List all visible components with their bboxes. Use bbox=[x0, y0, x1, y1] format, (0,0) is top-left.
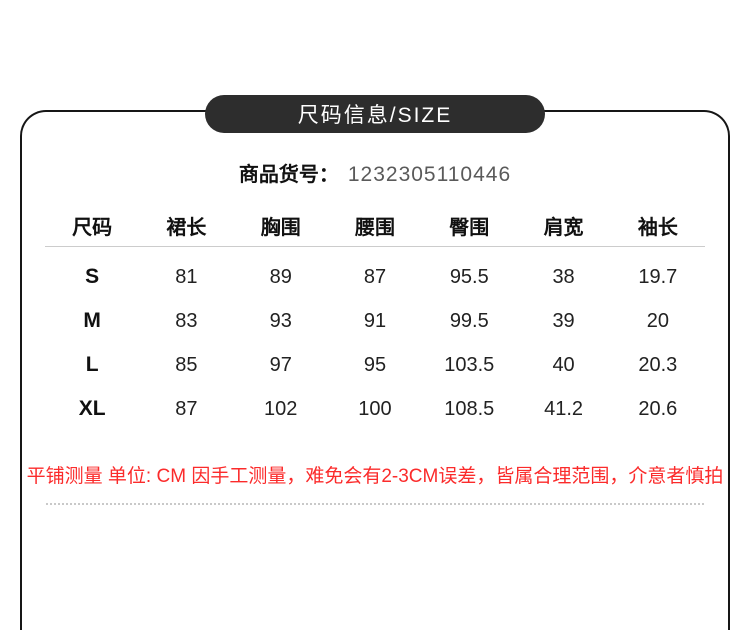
cell-skirt-length: 81 bbox=[175, 265, 198, 288]
table-row-m: M 83 93 91 99.5 39 20 bbox=[45, 299, 705, 343]
size-label: L bbox=[85, 353, 99, 376]
table-row-l: L 85 97 95 103.5 40 20.3 bbox=[45, 343, 705, 387]
cell-sleeve: 20 bbox=[646, 309, 669, 332]
product-number-label: 商品货号： bbox=[238, 164, 339, 186]
cell-waist: 91 bbox=[363, 309, 387, 332]
cell-bust: 89 bbox=[269, 265, 292, 288]
size-table-header: 尺码 裙长 胸围 腰围 臀围 肩宽 袖长 bbox=[45, 204, 705, 246]
dotted-divider bbox=[46, 503, 704, 505]
column-header-sleeve: 袖长 bbox=[637, 216, 678, 239]
column-header-shoulder: 肩宽 bbox=[543, 216, 584, 239]
table-row-s: S 81 89 87 95.5 38 19.7 bbox=[45, 255, 705, 299]
cell-skirt-length: 83 bbox=[175, 309, 198, 332]
cell-waist: 100 bbox=[358, 397, 392, 420]
cell-sleeve: 20.6 bbox=[638, 397, 678, 420]
cell-shoulder: 39 bbox=[552, 309, 575, 332]
product-number-line: 商品货号： 1232305110446 bbox=[0, 158, 750, 187]
size-label: S bbox=[85, 265, 100, 288]
table-row-xl: XL 87 102 100 108.5 41.2 20.6 bbox=[45, 387, 705, 431]
cell-bust: 93 bbox=[269, 309, 292, 332]
cell-shoulder: 40 bbox=[552, 353, 575, 376]
cell-hip: 108.5 bbox=[444, 397, 495, 420]
cell-waist: 87 bbox=[363, 265, 387, 288]
product-number-value: 1232305110446 bbox=[347, 163, 512, 186]
column-header-bust: 胸围 bbox=[260, 216, 301, 239]
size-table: 尺码 裙长 胸围 腰围 臀围 肩宽 袖长 S 81 89 87 95.5 38 … bbox=[45, 204, 705, 431]
size-info-banner-title: 尺码信息/SIZE bbox=[297, 104, 453, 127]
header-separator-line bbox=[45, 246, 705, 247]
cell-skirt-length: 85 bbox=[175, 353, 198, 376]
size-info-banner: 尺码信息/SIZE bbox=[205, 95, 545, 133]
cell-hip: 95.5 bbox=[449, 265, 489, 288]
column-header-skirt-length: 裙长 bbox=[166, 216, 207, 239]
cell-waist: 95 bbox=[363, 353, 387, 376]
size-label: M bbox=[83, 309, 101, 332]
cell-sleeve: 20.3 bbox=[638, 353, 678, 376]
size-label: XL bbox=[78, 397, 106, 420]
cell-bust: 102 bbox=[264, 397, 298, 420]
cell-bust: 97 bbox=[269, 353, 292, 376]
cell-hip: 103.5 bbox=[444, 353, 495, 376]
cell-sleeve: 19.7 bbox=[638, 265, 678, 288]
cell-hip: 99.5 bbox=[449, 309, 489, 332]
size-table-body: S 81 89 87 95.5 38 19.7 M 83 93 91 99.5 … bbox=[45, 247, 705, 431]
column-header-waist: 腰围 bbox=[354, 216, 395, 239]
column-header-hip: 臀围 bbox=[449, 216, 490, 239]
cell-shoulder: 38 bbox=[552, 265, 575, 288]
column-header-size: 尺码 bbox=[72, 216, 113, 239]
cell-skirt-length: 87 bbox=[175, 397, 198, 420]
cell-shoulder: 41.2 bbox=[544, 397, 584, 420]
measurement-tolerance-note: 平铺测量 单位: CM 因手工测量，难免会有2-3CM误差，皆属合理范围，介意者… bbox=[26, 466, 724, 487]
